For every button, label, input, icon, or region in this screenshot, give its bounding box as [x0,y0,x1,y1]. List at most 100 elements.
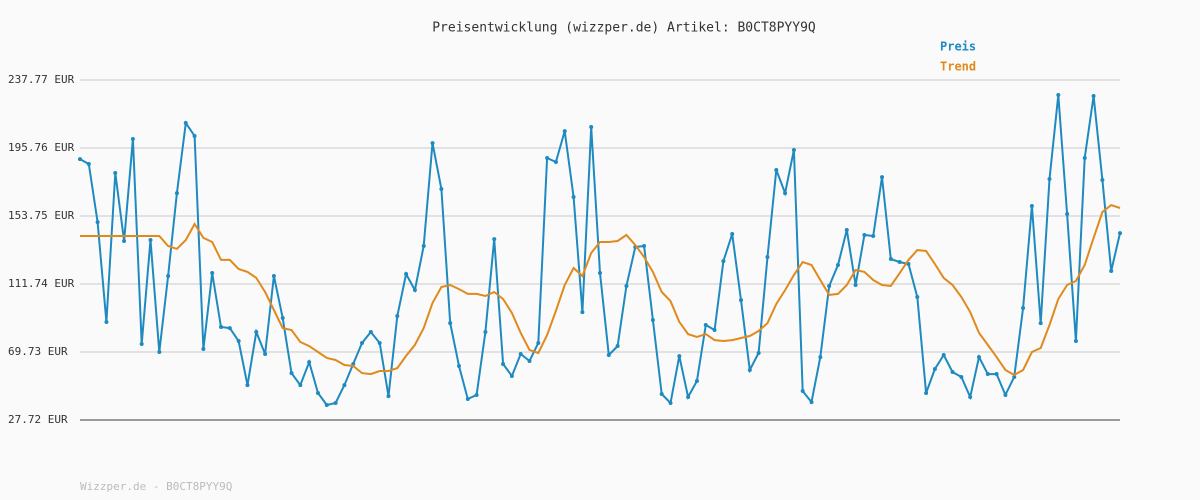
point [377,340,382,345]
point [571,194,576,199]
point [606,352,611,357]
point [271,273,276,278]
point [307,360,312,365]
point [298,383,303,388]
y-tick-label: 69.73 EUR [8,345,68,358]
point [113,171,118,176]
point [553,160,558,165]
point [721,259,726,264]
point [686,395,691,400]
point [412,288,417,293]
point [95,220,100,225]
point [1065,211,1070,216]
point [915,295,920,300]
point [1056,93,1061,98]
point [844,228,849,233]
point [1047,177,1052,182]
point [827,284,832,289]
point [465,396,470,401]
point [492,237,497,242]
point [509,374,514,379]
point [263,351,268,356]
point [210,271,215,276]
point [139,341,144,346]
point [747,368,752,373]
point [1082,155,1087,160]
point [174,191,179,196]
y-tick-label: 27.72 EUR [8,413,68,426]
point [536,340,541,345]
point [880,175,885,180]
point [932,367,937,372]
point [360,340,365,345]
point [730,232,735,237]
point [853,283,858,288]
point [157,350,162,355]
point [888,256,893,261]
point [1118,231,1122,236]
point [86,161,91,166]
point [791,148,796,153]
y-tick-label: 111.74 EUR [8,277,75,290]
point [1012,374,1017,379]
point [1003,392,1008,397]
point [280,316,285,321]
point [342,383,347,388]
point [333,401,338,406]
point [924,391,929,396]
point [703,323,708,328]
point [941,352,946,357]
point [201,346,206,351]
point [368,329,373,334]
point [315,391,320,396]
point [598,271,602,276]
point [783,191,788,196]
point [483,329,488,334]
point [148,238,153,243]
point [501,362,506,367]
point [219,324,224,329]
point [192,133,197,138]
point [677,354,682,359]
footer: Wizzper.de - B0CT8PYY9Q [80,480,232,493]
point [456,363,461,368]
point [835,262,840,267]
point [183,121,188,126]
point [580,310,585,315]
point [236,339,241,344]
point [254,329,259,334]
y-tick-label: 237.77 EUR [8,73,75,86]
point [421,244,426,249]
point [739,298,744,303]
point [589,125,594,130]
point [756,351,761,356]
point [245,383,250,388]
point [545,155,550,160]
point [130,137,135,142]
point [122,239,127,244]
point [765,255,770,260]
point [624,284,629,289]
point [562,129,567,134]
point [994,372,999,377]
point [712,328,717,333]
point [1091,93,1096,98]
point [862,233,867,238]
point [615,344,620,349]
point [1073,339,1078,344]
point [448,321,453,326]
point [227,326,232,331]
point [404,272,409,277]
point [959,374,964,379]
legend-label: Preis [940,40,976,54]
point [659,391,664,396]
point [518,351,523,356]
point [1038,321,1043,326]
point [386,394,391,399]
point [1109,268,1114,273]
point [439,187,444,192]
point [871,233,876,238]
chart-title: Preisentwicklung (wizzper.de) Artikel: B… [432,21,816,36]
point [289,371,294,376]
